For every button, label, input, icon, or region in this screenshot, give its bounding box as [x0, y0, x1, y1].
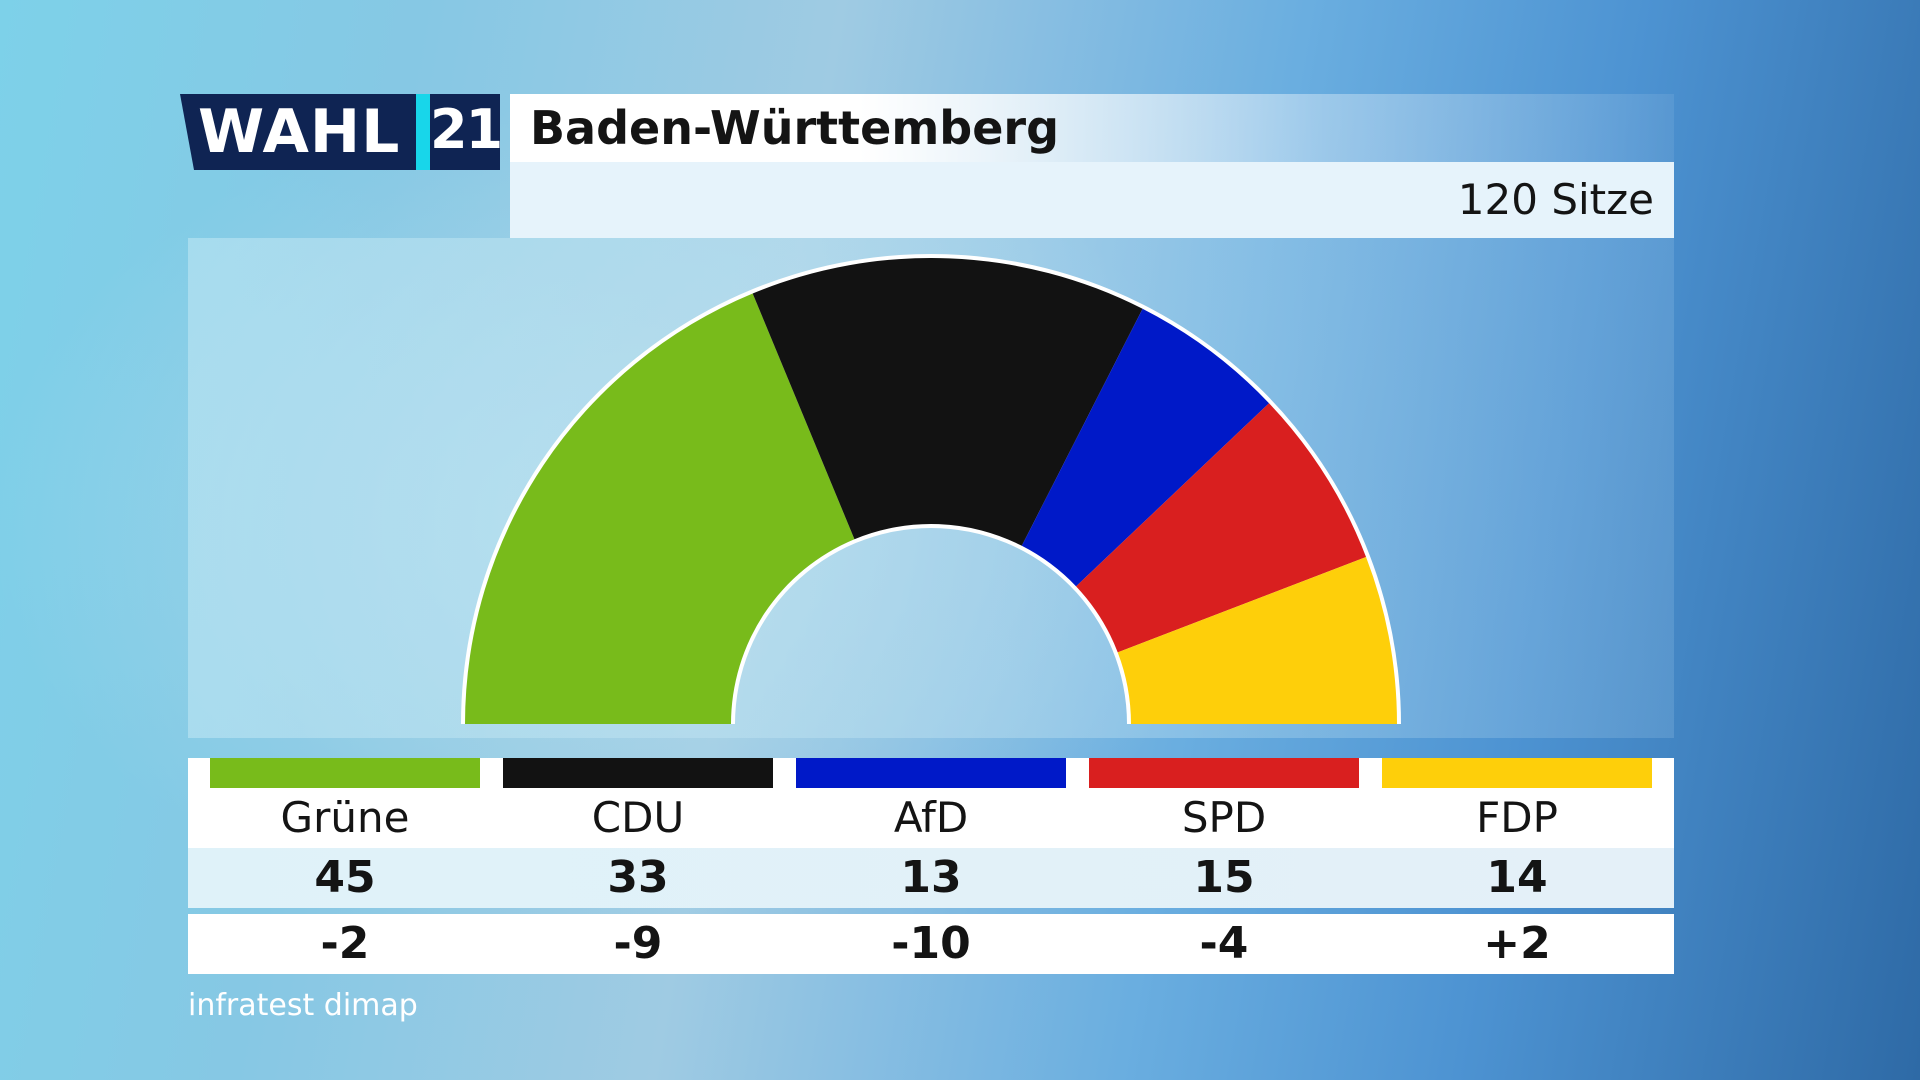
party-names-row: Grüne CDU AfD SPD FDP — [188, 758, 1674, 848]
page-title: Baden-Württemberg — [530, 101, 1060, 155]
party-name-cdu: CDU — [591, 793, 685, 842]
party-seats-spd: 15 — [1193, 852, 1255, 903]
party-diff-row: -2 -9 -10 -4 +2 — [188, 914, 1674, 974]
party-seats-row: 45 33 13 15 14 — [188, 848, 1674, 908]
party-diff-gr-ne: -2 — [320, 918, 370, 969]
seat-segment-spd — [1076, 403, 1367, 653]
legend-swatch-fdp — [1382, 758, 1652, 788]
party-name-gr-ne: Grüne — [280, 793, 410, 842]
legend-swatch-afd — [796, 758, 1066, 788]
party-seats-fdp: 14 — [1486, 852, 1548, 903]
logo-number: 21 — [430, 94, 503, 170]
party-diff-fdp: +2 — [1483, 918, 1551, 969]
logo-stripe — [416, 94, 430, 170]
legend-swatch-cdu — [503, 758, 773, 788]
logo-wahl-text: WAHL — [180, 94, 416, 170]
seat-distribution-chart — [461, 254, 1401, 724]
party-seats-cdu: 33 — [607, 852, 669, 903]
party-seats-gr-ne: 45 — [314, 852, 376, 903]
legend-swatch-spd — [1089, 758, 1359, 788]
seat-segment-fdp — [1117, 557, 1397, 724]
seat-segment-cdu — [752, 258, 1143, 546]
seats-bar: 120 Sitze — [510, 162, 1674, 238]
total-seats-label: 120 Sitze — [1457, 175, 1654, 224]
chart-panel — [188, 238, 1674, 738]
seat-segment-gr-ne — [465, 293, 855, 724]
party-name-afd: AfD — [893, 793, 969, 842]
party-diff-spd: -4 — [1199, 918, 1249, 969]
party-name-spd: SPD — [1181, 793, 1267, 842]
party-seats-afd: 13 — [900, 852, 962, 903]
legend-swatch-gr-ne — [210, 758, 480, 788]
party-diff-afd: -10 — [891, 918, 971, 969]
party-name-fdp: FDP — [1476, 793, 1558, 842]
title-bar: Baden-Württemberg — [510, 94, 1674, 162]
source-label: infratest dimap — [188, 988, 418, 1023]
seat-segment-afd — [1021, 308, 1270, 587]
party-diff-cdu: -9 — [613, 918, 663, 969]
